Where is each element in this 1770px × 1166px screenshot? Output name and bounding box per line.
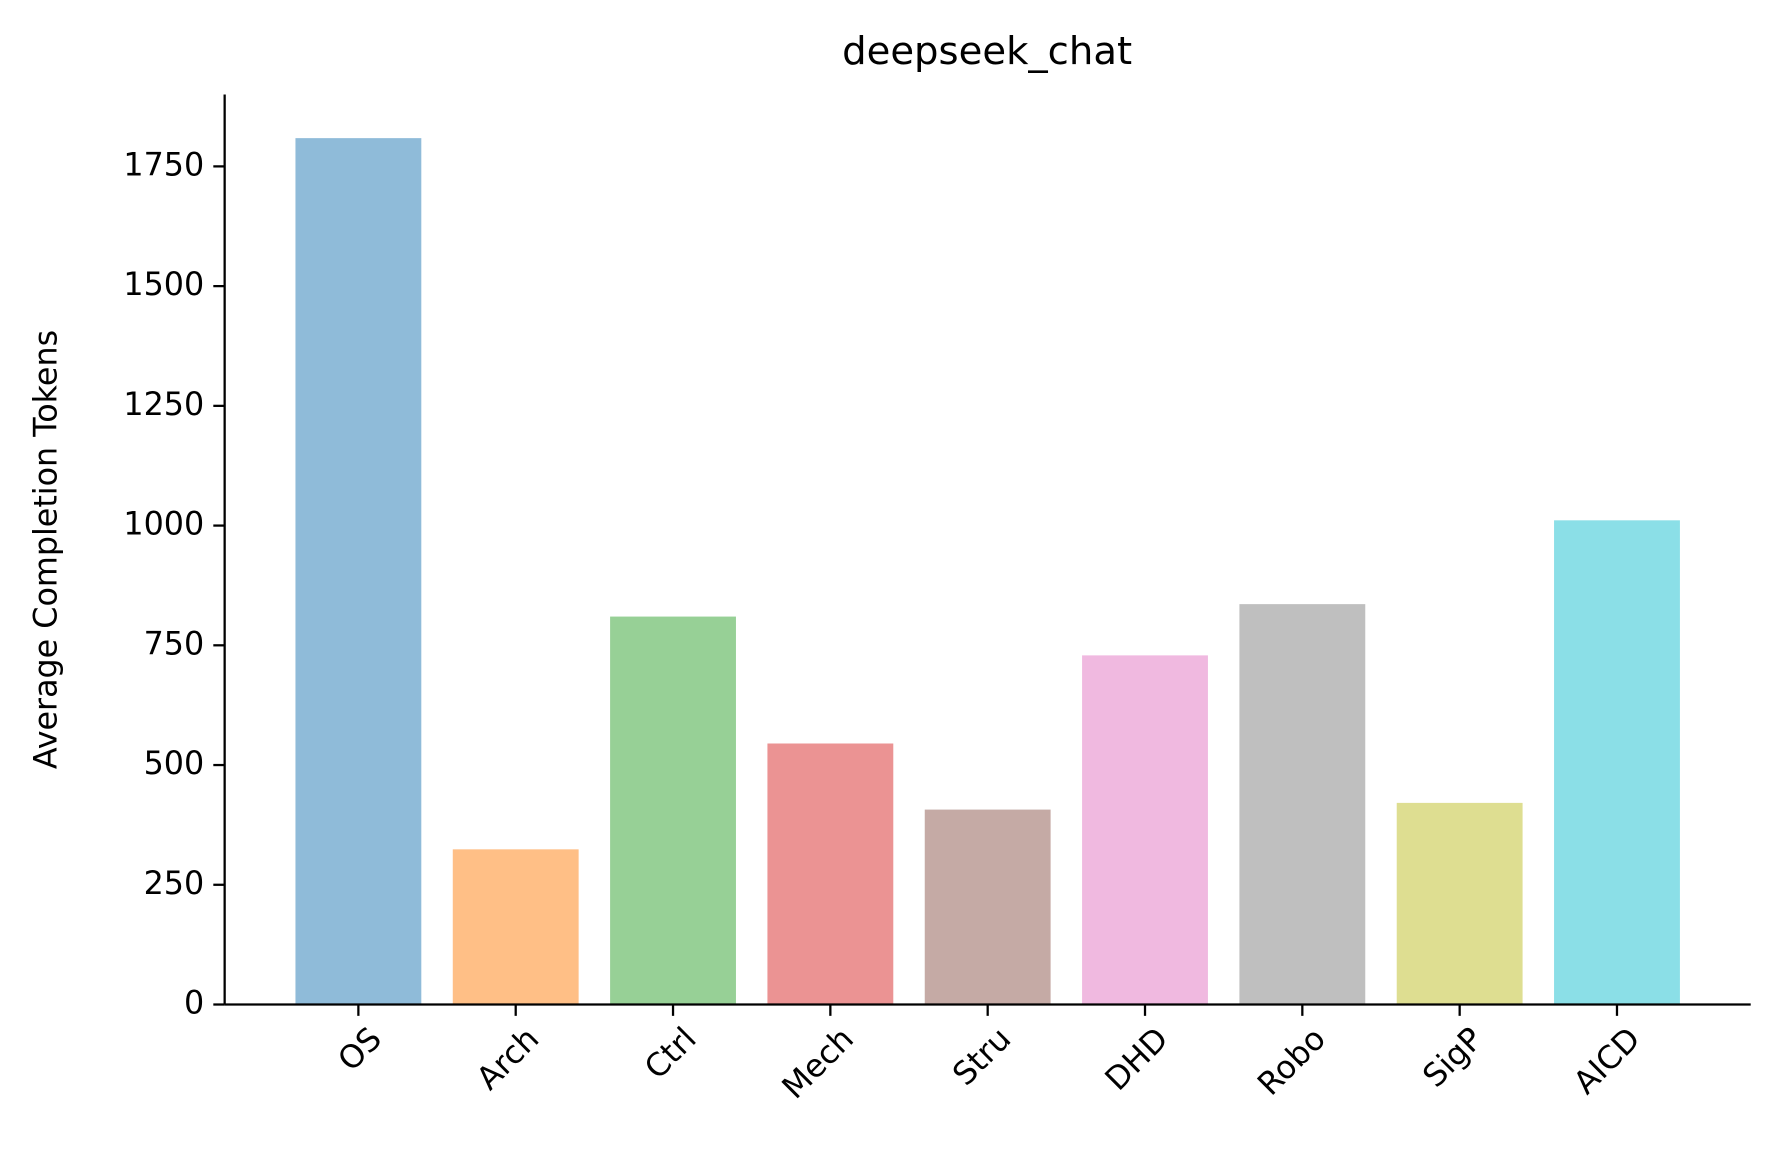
chart-title: deepseek_chat (842, 29, 1132, 74)
bar (295, 138, 422, 1005)
x-tick-label: Ctrl (638, 1021, 703, 1086)
x-tick-label: DHD (1099, 1021, 1176, 1098)
y-tick-label: 0 (184, 986, 204, 1022)
bar (1239, 604, 1366, 1005)
y-tick-label: 1000 (123, 507, 204, 543)
x-tick-label: Arch (470, 1021, 546, 1097)
x-tick-label: AICD (1567, 1021, 1647, 1101)
y-tick-label: 1500 (123, 267, 204, 303)
y-tick-label: 1750 (123, 147, 204, 183)
bar (767, 743, 894, 1005)
y-tick-label: 750 (144, 626, 205, 662)
bar (1082, 655, 1208, 1005)
bar (610, 616, 736, 1005)
bar (452, 849, 579, 1005)
x-tick-label: Mech (776, 1021, 861, 1106)
bar (1554, 520, 1680, 1005)
bar (1396, 802, 1523, 1005)
y-tick-label: 1250 (123, 387, 204, 423)
x-tick-label: OS (332, 1021, 389, 1078)
y-axis-label: Average Completion Tokens (29, 330, 65, 769)
x-tick-label: SigP (1416, 1021, 1490, 1095)
bar (924, 809, 1051, 1005)
y-tick-label: 500 (144, 746, 205, 782)
x-tick-label: Stru (946, 1021, 1018, 1093)
x-tick-label: Robo (1251, 1021, 1333, 1103)
y-tick-label: 250 (144, 866, 205, 902)
